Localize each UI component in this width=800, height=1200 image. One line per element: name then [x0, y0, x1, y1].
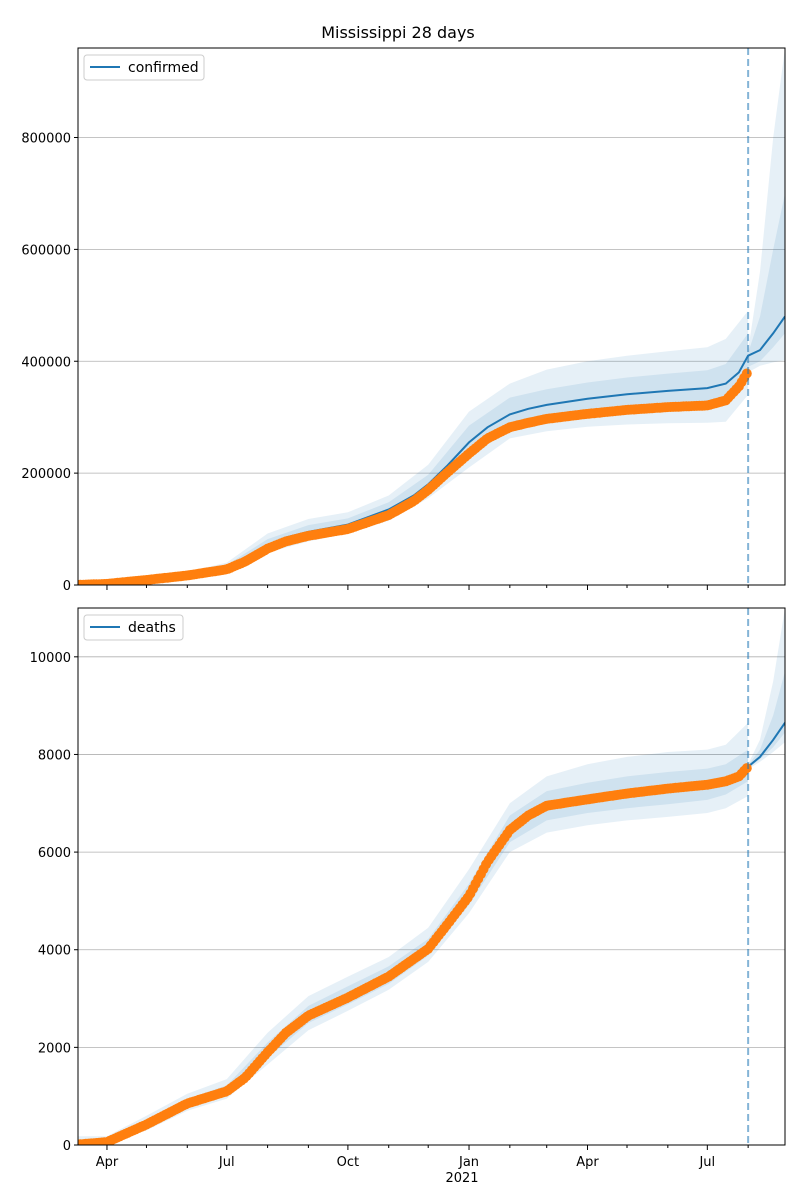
confirmed-uncertainty-bands [78, 48, 785, 585]
uncertainty-band [78, 333, 749, 585]
y-tick-label: 400000 [21, 355, 71, 370]
chart-title: Mississippi 28 days [321, 23, 475, 42]
confirmed-panel: 0 200000 400000 600000 800000 confirmed [21, 47, 786, 594]
deaths-legend: deaths [83, 614, 184, 641]
confirmed-series [78, 48, 785, 585]
x-tick-label: Apr [96, 1155, 119, 1170]
uncertainty-band [748, 193, 785, 367]
deaths-gridlines [78, 656, 785, 1048]
confirmed-x-axis [106, 585, 749, 590]
x-axis-year-label: 2021 [445, 1171, 478, 1186]
deaths-y-axis: 0 2000 4000 6000 8000 10000 [30, 651, 78, 1154]
y-tick-label: 6000 [38, 846, 71, 861]
confirmed-axes-frame [77, 47, 786, 586]
uncertainty-band [78, 722, 749, 1145]
deaths-series [78, 608, 785, 1145]
legend-label-confirmed: confirmed [128, 60, 199, 76]
y-tick-label: 4000 [38, 944, 71, 959]
y-tick-label: 2000 [38, 1041, 71, 1056]
y-tick-label: 8000 [38, 748, 71, 763]
legend-label-deaths: deaths [128, 620, 176, 636]
y-tick-label: 0 [63, 1139, 71, 1154]
legend-box [83, 54, 205, 81]
observed-point [741, 763, 752, 774]
uncertainty-band [748, 608, 785, 770]
x-tick-label: Jul [218, 1155, 235, 1170]
x-tick-label: Jan [458, 1155, 479, 1170]
deaths-x-axis: Apr Jul Oct Jan Apr Jul [96, 1145, 749, 1170]
x-tick-label: Apr [576, 1155, 599, 1170]
confirmed-legend: confirmed [83, 54, 205, 81]
uncertainty-band [78, 310, 749, 585]
deaths-panel: 0 2000 4000 6000 8000 10000 Apr Jul Oct Jan Apr Ju… [30, 607, 786, 1186]
confirmed-y-axis: 0 200000 400000 600000 800000 [21, 132, 78, 594]
y-tick-label: 10000 [30, 651, 71, 666]
x-tick-label: Oct [337, 1155, 359, 1170]
deaths-uncertainty-bands [78, 608, 785, 1145]
y-tick-label: 0 [63, 579, 71, 594]
deaths-axes-frame [77, 607, 786, 1146]
observed-point [741, 368, 752, 379]
y-tick-label: 600000 [21, 243, 71, 258]
y-tick-label: 800000 [21, 132, 71, 147]
uncertainty-band [748, 48, 785, 373]
x-tick-label: Jul [698, 1155, 715, 1170]
legend-box [83, 614, 184, 641]
confirmed-gridlines [78, 137, 785, 474]
y-tick-label: 200000 [21, 467, 71, 482]
